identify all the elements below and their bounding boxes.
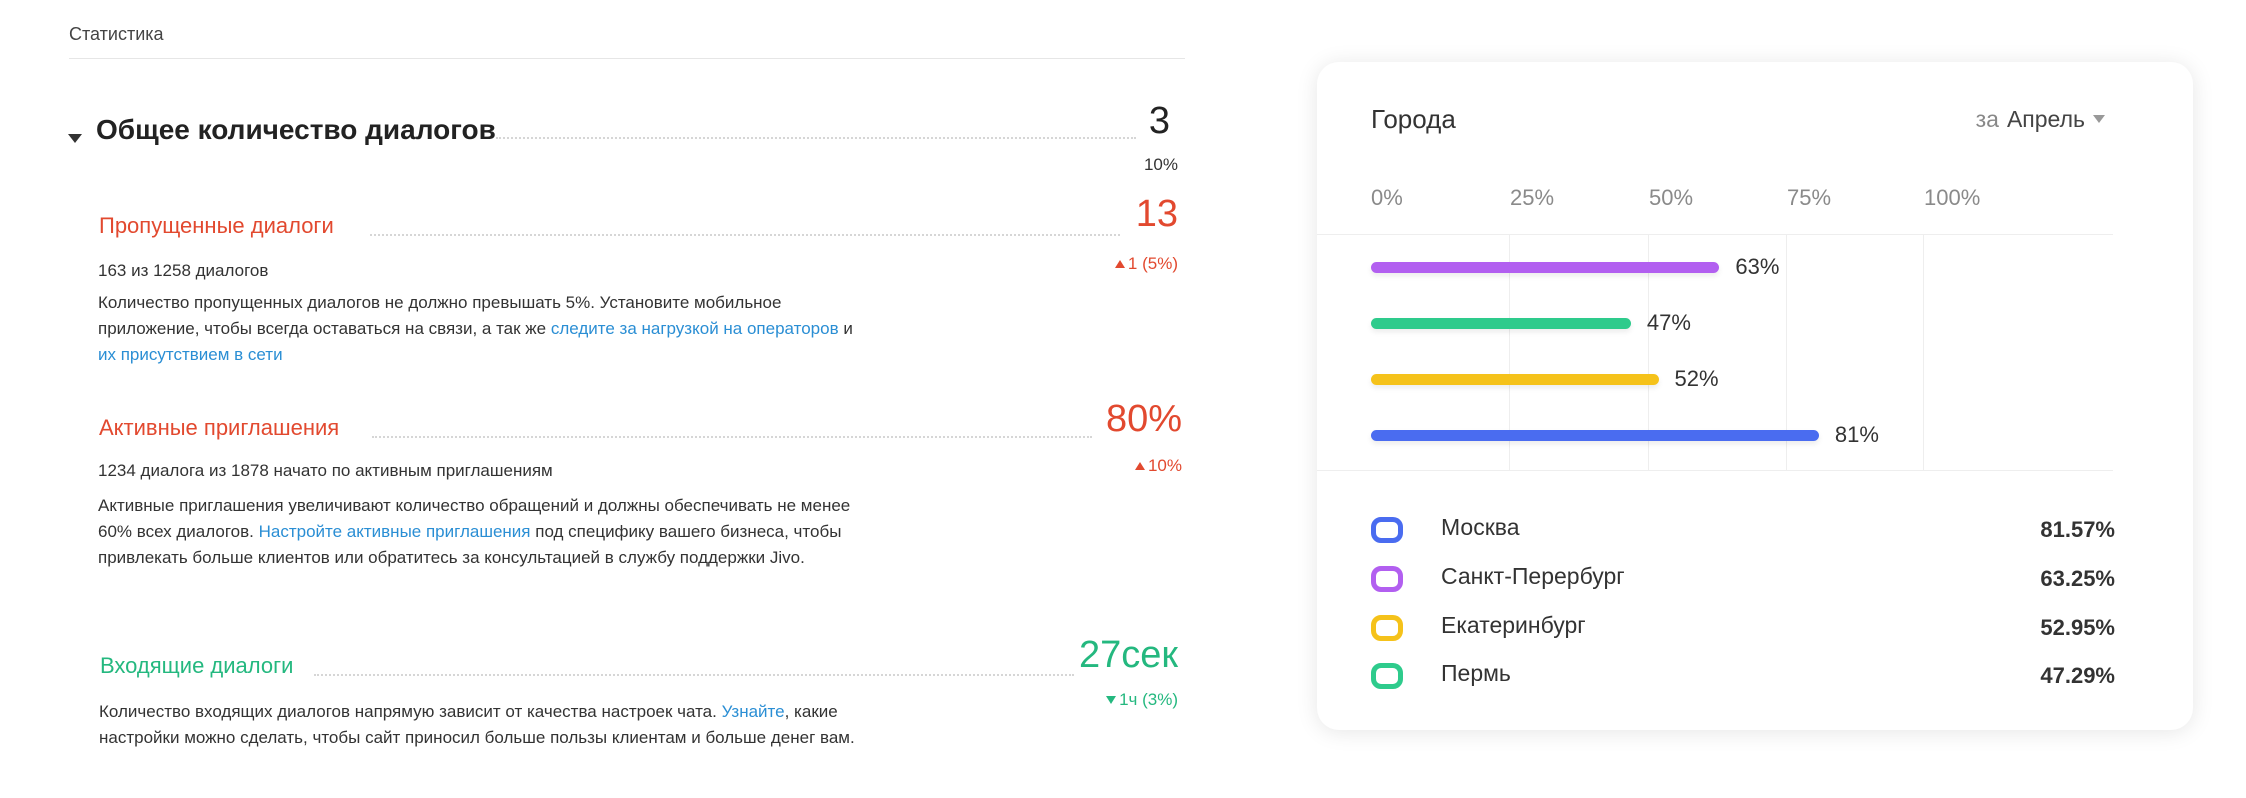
active-invitations-value: 80% [1105, 398, 1182, 440]
x-tick-label: 25% [1510, 185, 1555, 210]
legend-marker-icon [1371, 663, 1403, 689]
text: Активные приглашения увеличивают количес… [98, 496, 851, 541]
grid-line [1923, 234, 1924, 470]
legend-city-value: 47.29% [2040, 663, 2115, 688]
arrow-down-icon [1106, 696, 1117, 704]
text: Количество пропущенных диалогов не должн… [98, 293, 782, 338]
collapse-caret-icon[interactable] [68, 134, 82, 143]
cities-card: Города за Апрель 0% 25% 50% 75% 100% 63% 47% 52%… [1317, 62, 2193, 730]
bar-value-label: 63% [1735, 254, 1780, 279]
bar[interactable] [1371, 262, 1720, 273]
grid-line [1786, 234, 1787, 470]
legend-marker-icon [1371, 615, 1403, 641]
period-value: Апрель [2006, 106, 2085, 132]
incoming-dialogs-title: Входящие диалоги [100, 653, 294, 678]
chart-border-top [1317, 234, 2113, 235]
breadcrumb[interactable]: Статистика [69, 24, 164, 44]
total-dialogs-value: 3 [1148, 100, 1170, 142]
bar-value-label: 52% [1674, 366, 1719, 391]
x-tick-label: 0% [1371, 185, 1403, 210]
text: под специфику вашего бизнеса, чтобы прив… [98, 522, 842, 567]
missed-dialogs-value: 13 [1135, 193, 1178, 235]
bar[interactable] [1371, 318, 1631, 329]
bar[interactable] [1371, 374, 1659, 385]
cities-title: Города [1371, 104, 1456, 134]
missed-dialogs-title: Пропущенные диалоги [99, 213, 334, 238]
missed-dialogs-description: Количество пропущенных диалогов не должн… [98, 290, 858, 368]
chevron-down-icon [2093, 115, 2105, 123]
dotted-leader [496, 137, 1136, 139]
legend-marker-icon [1371, 517, 1403, 543]
active-invitations-title: Активные приглашения [99, 415, 340, 440]
incoming-dialogs-description: Количество входящих диалогов напрямую за… [99, 699, 859, 751]
load-link[interactable]: следите за нагрузкой на операторов [550, 319, 839, 338]
delta-text: 1 (5%) [1127, 254, 1178, 273]
legend-city-value: 63.25% [2040, 566, 2115, 591]
arrow-up-icon [1134, 462, 1145, 470]
missed-dialogs-delta: 1 (5%) [1114, 254, 1178, 274]
text: и [838, 319, 853, 338]
active-invitations-description: Активные приглашения увеличивают количес… [98, 493, 858, 571]
delta-text: 10% [1147, 456, 1182, 475]
total-dialogs-title: Общее количество диалогов [96, 114, 496, 145]
legend-marker-icon [1371, 566, 1403, 592]
chart-border-bottom [1317, 470, 2113, 471]
active-invitations-delta: 10% [1134, 456, 1182, 476]
dotted-leader [314, 674, 1074, 676]
delta-text: 1ч (3%) [1119, 690, 1178, 709]
bar-value-label: 81% [1834, 422, 1879, 447]
legend-city-name: Екатеринбург [1441, 612, 1586, 638]
arrow-up-icon [1114, 260, 1125, 268]
bar-value-label: 47% [1646, 310, 1691, 335]
dotted-leader [372, 436, 1092, 438]
legend-city-name: Пермь [1441, 660, 1511, 686]
x-tick-label: 50% [1649, 185, 1694, 210]
missed-dialogs-subtitle: 163 из 1258 диалогов [98, 261, 269, 280]
bar[interactable] [1371, 430, 1819, 441]
divider [69, 58, 1185, 59]
legend-city-value: 52.95% [2040, 615, 2115, 640]
text: Количество входящих диалогов напрямую за… [99, 702, 722, 721]
x-tick-label: 75% [1787, 185, 1832, 210]
presence-link[interactable]: их присутствием в сети [98, 345, 283, 364]
dotted-leader [370, 234, 1120, 236]
x-tick-label: 100% [1924, 185, 1981, 210]
legend-city-value: 81.57% [2040, 517, 2115, 542]
grid-line [1509, 234, 1510, 470]
text: , какие настройки можно сделать, чтобы с… [99, 702, 855, 747]
total-dialogs-percent: 10% [1143, 155, 1178, 174]
learn-link[interactable]: Узнайте [721, 702, 785, 721]
legend-city-name: Санкт-Перербург [1441, 563, 1625, 589]
legend-city-name: Москва [1441, 514, 1520, 540]
grid-line [1648, 234, 1649, 470]
incoming-dialogs-value: 27сек [1078, 634, 1178, 676]
active-invitations-subtitle: 1234 диалога из 1878 начато по активным … [98, 461, 553, 480]
incoming-dialogs-delta: 1ч (3%) [1106, 690, 1178, 710]
period-select[interactable]: за Апрель [1976, 106, 2105, 133]
period-prefix: за [1975, 106, 1999, 132]
setup-invitations-link[interactable]: Настройте активные приглашения [258, 522, 531, 541]
